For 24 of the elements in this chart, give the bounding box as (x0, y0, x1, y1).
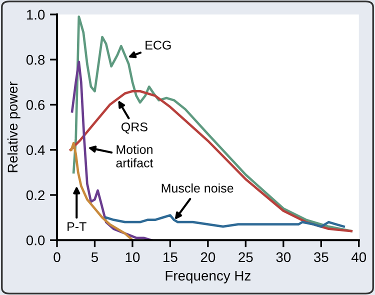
y-tick-label: 0.4 (26, 145, 45, 156)
x-tick-label: 20 (200, 252, 216, 262)
x-tick-label: 25 (238, 252, 253, 262)
x-tick-label: 0 (54, 252, 60, 262)
annotation: Muscle noise (162, 183, 234, 193)
y-tick-label: 0.2 (26, 190, 44, 200)
annotation: P-T (68, 222, 86, 231)
annotation: QRS (122, 122, 148, 134)
x-tick-label: 40 (351, 252, 366, 262)
y-tick-label: 0.8 (26, 54, 45, 65)
x-tick-label: 15 (164, 252, 178, 262)
x-axis-title: Frequency Hz (166, 270, 250, 284)
y-tick-label: 0.0 (26, 235, 45, 246)
x-tick-label: 10 (126, 252, 140, 262)
annotation: Motion artifact (116, 144, 154, 168)
annotation: ECG (146, 40, 171, 50)
y-tick-label: 0.6 (26, 100, 45, 110)
y-tick-label: 1.0 (26, 10, 45, 20)
y-axis-title: Relative power (7, 82, 20, 172)
line-series (69, 90, 353, 232)
x-tick-label: 30 (276, 252, 291, 262)
x-tick-label: 35 (314, 252, 328, 262)
line-series (104, 214, 345, 228)
x-tick-label: 5 (91, 252, 98, 262)
